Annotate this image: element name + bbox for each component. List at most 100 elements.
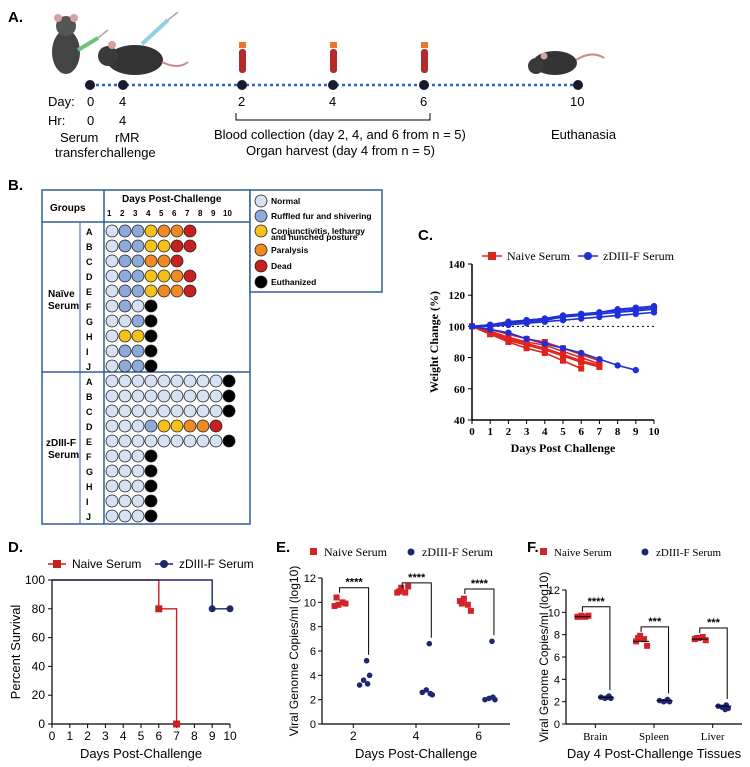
data-point — [560, 357, 566, 364]
x-tick-label: 10 — [649, 426, 661, 438]
y-tick-label: 2 — [554, 697, 560, 709]
status-dot — [183, 434, 197, 448]
survival-line — [52, 579, 230, 610]
status-dot — [105, 509, 119, 523]
data-point — [559, 345, 567, 352]
legend-marker — [641, 548, 649, 556]
status-dot — [131, 404, 145, 418]
status-dot — [170, 434, 184, 448]
status-dot — [118, 344, 132, 358]
y-axis-label: Percent Survival — [8, 605, 23, 700]
data-point — [596, 360, 603, 367]
legend-label: zDIII-F Serum — [422, 545, 494, 559]
x-tick-label: 1 — [66, 729, 73, 743]
data-point — [505, 334, 512, 341]
x-tick-label: 7 — [173, 729, 180, 743]
data-point — [666, 698, 673, 705]
status-dot — [170, 254, 184, 268]
status-dot — [196, 389, 210, 403]
data-point — [155, 605, 163, 613]
x-tick-label: 6 — [475, 729, 482, 743]
group2-name-2: Serum — [48, 450, 79, 461]
data-point — [596, 309, 603, 316]
status-dot — [105, 374, 119, 388]
x-tick-label: 1 — [487, 426, 493, 438]
status-dot — [131, 284, 145, 298]
legend-dot — [254, 275, 268, 289]
status-dot — [105, 464, 119, 478]
data-point — [632, 306, 639, 313]
data-point — [608, 695, 614, 702]
significance-stars: **** — [346, 577, 364, 589]
data-point — [487, 321, 494, 329]
serum-label-2: transfer — [55, 145, 100, 160]
data-point — [342, 600, 349, 607]
data-point — [699, 633, 706, 640]
data-point — [505, 339, 512, 345]
status-dot — [105, 299, 119, 313]
status-dot — [222, 404, 236, 418]
status-dot — [222, 374, 236, 388]
y-tick-label: 0 — [554, 719, 560, 731]
status-dot — [118, 239, 132, 253]
row-letter: A — [86, 227, 93, 237]
status-dot — [183, 404, 197, 418]
status-dot — [131, 419, 145, 433]
day-number: 4 — [146, 209, 151, 218]
row-letter: H — [86, 482, 93, 492]
x-tick-label: 9 — [633, 426, 639, 438]
y-axis-label: Weight Change (%) — [427, 291, 441, 393]
status-dot — [157, 404, 171, 418]
x-tick-label: 6 — [155, 729, 162, 743]
status-dot — [144, 494, 158, 508]
data-point — [464, 601, 471, 608]
panel-e-label: E. — [276, 539, 290, 556]
row-letter: G — [86, 317, 93, 327]
status-dot — [144, 269, 158, 283]
y-tick-label: 140 — [449, 259, 466, 271]
status-dot — [144, 329, 158, 343]
status-dot — [118, 359, 132, 373]
panel-d-label: D. — [8, 539, 23, 556]
status-dot — [118, 224, 132, 238]
status-dot — [105, 434, 119, 448]
status-dot — [118, 329, 132, 343]
data-point — [578, 349, 585, 357]
mouse-illustration-3 — [528, 51, 605, 75]
status-dot — [144, 434, 158, 448]
status-dot — [131, 329, 145, 343]
status-dot — [105, 449, 119, 463]
y-tick-label: 6 — [310, 646, 316, 658]
y-tick-label: 80 — [32, 602, 46, 616]
data-point — [335, 601, 342, 608]
status-dot — [144, 449, 158, 463]
status-legend — [249, 189, 383, 293]
status-dot — [144, 314, 158, 328]
data-point — [423, 687, 430, 693]
status-dot — [131, 239, 145, 253]
y-tick-label: 4 — [310, 670, 316, 682]
status-dot — [170, 374, 184, 388]
x-tick-label: 4 — [120, 729, 127, 743]
data-point — [632, 366, 639, 374]
y-tick-label: 12 — [548, 585, 560, 597]
panel-c-label: C. — [418, 227, 433, 244]
y-tick-label: 40 — [32, 659, 46, 673]
status-dot — [183, 374, 197, 388]
y-tick-label: 20 — [32, 688, 46, 702]
status-dot — [157, 239, 171, 253]
series-line — [471, 325, 600, 365]
data-point — [523, 316, 530, 324]
data-point — [487, 326, 494, 333]
data-point — [725, 705, 732, 712]
status-dot — [131, 359, 145, 373]
data-point — [578, 315, 585, 322]
significance-bracket — [339, 587, 370, 655]
status-dot — [131, 479, 145, 493]
data-point — [702, 637, 709, 644]
x-axis-label: Day 4 Post-Challenge Tissues — [567, 746, 742, 761]
row-letter: I — [86, 497, 89, 507]
day-label: Day: — [48, 94, 75, 109]
status-dot — [105, 284, 119, 298]
